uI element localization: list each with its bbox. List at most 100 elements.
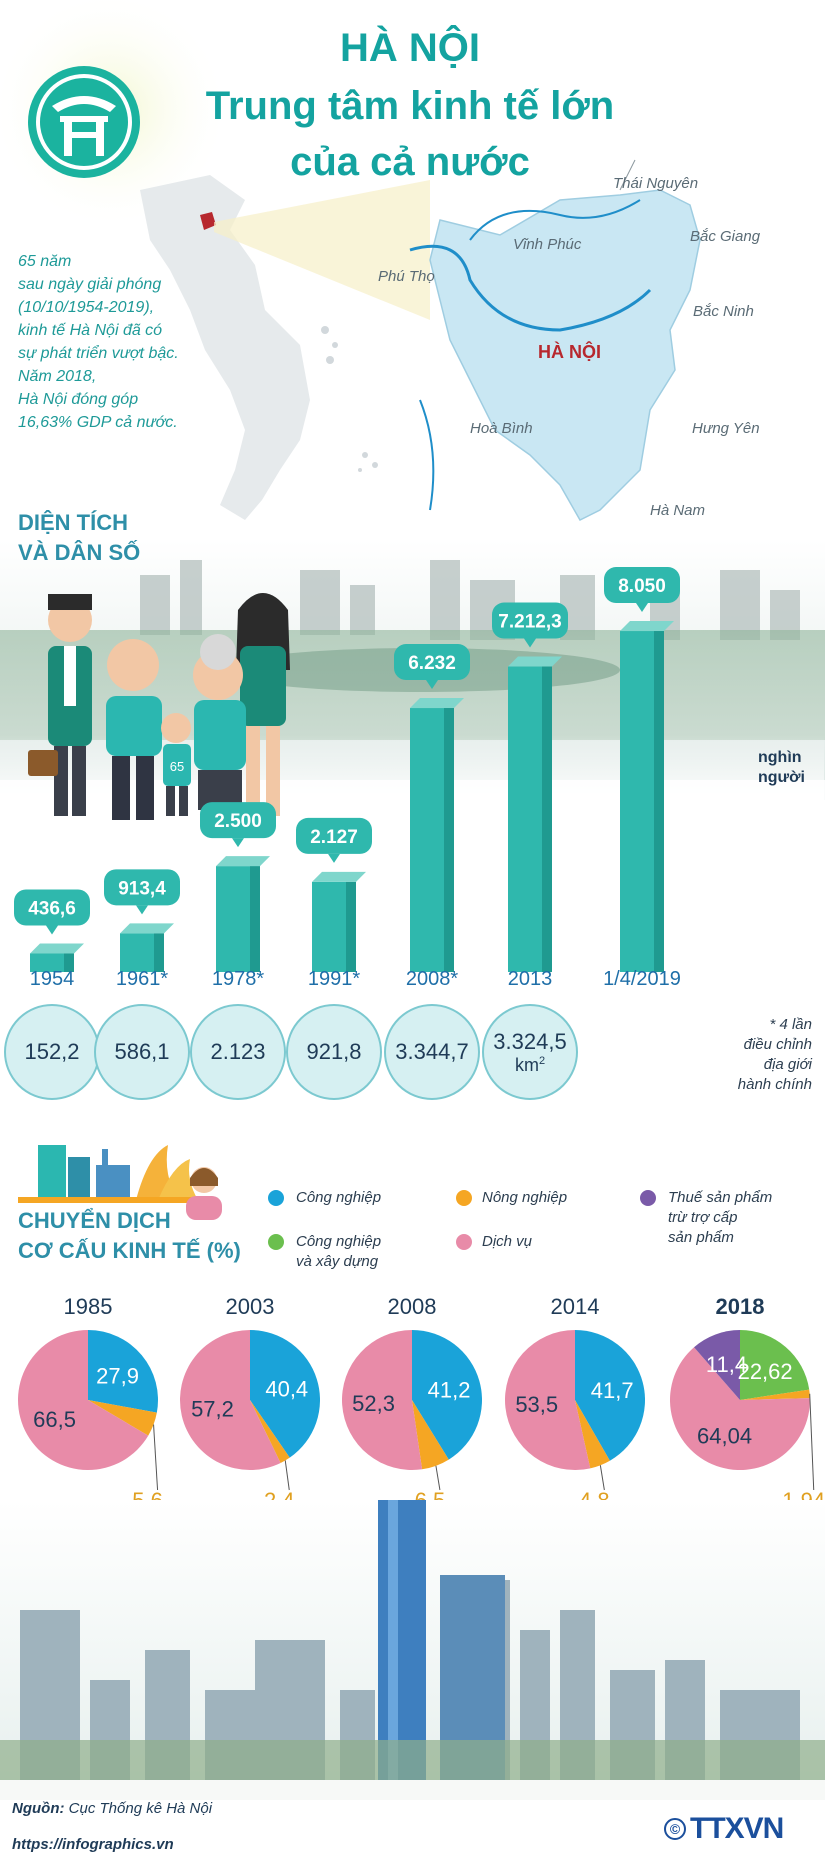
ttxvn-logo: TTXVN	[690, 1812, 784, 1845]
footnote-line: địa giới	[763, 1056, 812, 1073]
title-line-3: của cả nước	[290, 140, 530, 184]
pie-value-label: 53,5	[515, 1392, 558, 1417]
area-value: 152,2	[24, 1039, 80, 1064]
pie-year-label: 2018	[715, 1294, 765, 1319]
bar-group: 436,6	[14, 889, 90, 972]
value-label-bg	[296, 817, 372, 854]
pie: 40,4 2,4 57,2	[179, 1330, 320, 1500]
value-label-bg	[604, 567, 680, 604]
section-title-line: VÀ DÂN SỐ	[18, 540, 141, 565]
area-circle: 921,8	[286, 1004, 382, 1100]
year-label: 2008*	[405, 968, 459, 990]
pie-value-label: 11,4	[706, 1352, 747, 1377]
value-label: 913,4	[118, 878, 166, 899]
bar-shade	[250, 866, 260, 972]
map-label-hoa-binh: Hoà Bình	[470, 420, 533, 437]
pie-slice	[250, 1330, 320, 1458]
intro-line: Hà Nội đóng góp	[18, 391, 139, 408]
pie-slice	[412, 1330, 483, 1460]
pie-slice	[88, 1330, 159, 1413]
bar-group: 913,4	[104, 869, 180, 972]
map-label-ha-nam: Hà Nam	[650, 502, 706, 519]
legend-label-nong-nghiep: Nông nghiệp	[482, 1189, 568, 1206]
map-label-phu-tho: Phú Thọ	[378, 268, 435, 285]
pie-leader-line	[153, 1424, 159, 1491]
pie-slice	[694, 1330, 740, 1400]
legend-line: trừ trợ cấp	[668, 1209, 738, 1226]
intro-text: 65 năm sau ngày giải phóng (10/10/1954-2…	[18, 250, 228, 434]
bar-group: 7.212,3	[492, 602, 568, 972]
intro-line: sau ngày giải phóng	[18, 276, 162, 293]
value-label: 6.232	[408, 653, 456, 674]
intro-line: 65 năm	[18, 253, 72, 270]
legend-label-dich-vu: Dịch vụ	[482, 1233, 533, 1250]
title-line-1: HÀ NỘI	[340, 26, 480, 70]
pie-slice	[342, 1330, 423, 1470]
pie-value-label: 6,5	[415, 1488, 446, 1500]
pie-value-label: 1,94	[782, 1488, 825, 1500]
family-illustration: 65	[28, 593, 290, 820]
intro-line: kinh tế Hà Nội đã có	[18, 322, 163, 339]
year-label: 1/4/2019	[603, 968, 681, 990]
bar-top	[508, 656, 562, 667]
pie: 22,62 1,94 64,04 11,4	[670, 1330, 825, 1500]
family-badge: 65	[170, 759, 184, 774]
value-label-bg	[394, 644, 470, 681]
pie-value-label: 5,6	[132, 1488, 163, 1500]
bar-shade	[542, 666, 552, 972]
value-label-bg	[200, 802, 276, 839]
pie: 27,9 5,6 66,5	[17, 1330, 163, 1500]
pie-value-label: 52,3	[352, 1391, 395, 1416]
value-label-tip	[426, 680, 438, 690]
bar-top	[120, 923, 174, 934]
pie-slice	[740, 1330, 810, 1400]
value-label-tip	[46, 925, 58, 935]
footnote-line: * 4 lần	[769, 1016, 812, 1033]
copyright-icon: ©	[664, 1818, 686, 1840]
pie-slice	[250, 1400, 290, 1463]
source-url[interactable]: https://infographics.vn	[12, 1836, 174, 1853]
pie-leader-line	[809, 1393, 815, 1491]
vietnam-map	[140, 159, 701, 521]
legend-label-thue: Thuế sản phẩm trừ trợ cấp sản phẩm	[668, 1188, 772, 1248]
area-circle: 3.324,5 km2	[482, 1004, 578, 1100]
value-label-tip	[136, 905, 148, 915]
value-label: 8.050	[618, 576, 666, 597]
pie-slice	[412, 1400, 449, 1470]
legend-line: Thuế sản phẩm	[668, 1189, 773, 1206]
person-icon	[186, 1167, 222, 1220]
hanoi-emblem-icon	[28, 66, 140, 178]
section-economy-title: CHUYỂN DỊCH CƠ CẤU KINH TẾ (%)	[18, 1206, 241, 1266]
value-label-bg	[14, 889, 90, 926]
bar-shade	[346, 881, 356, 972]
bar-top	[216, 856, 270, 867]
pie-value-label: 64,04	[697, 1423, 752, 1448]
legend-swatch-nong-nghiep	[456, 1190, 472, 1206]
section-title-line: DIỆN TÍCH	[18, 510, 128, 535]
area-value: 3.324,5	[493, 1028, 567, 1054]
legend-line: Công nghiệp	[296, 1233, 382, 1250]
bar-top	[620, 621, 674, 632]
legend-swatch-dich-vu	[456, 1234, 472, 1250]
value-label-tip	[524, 638, 536, 648]
pie-slice	[575, 1400, 610, 1469]
area-circle: 586,1	[94, 1004, 190, 1100]
year-label: 1954	[29, 968, 75, 990]
area-value: 921,8	[306, 1039, 362, 1064]
year-label: 1991*	[307, 968, 361, 990]
population-unit: nghìn người	[758, 748, 805, 788]
map-label-hanoi: HÀ NỘI	[538, 342, 601, 362]
bar-group: 8.050	[604, 567, 680, 972]
pie-leader-line	[284, 1460, 290, 1491]
source-label: Nguồn:	[12, 1800, 65, 1817]
intro-line: (10/10/1954-2019),	[18, 299, 155, 316]
source-text: Cục Thống kê Hà Nội	[68, 1800, 213, 1817]
map-label-vinh-phuc: Vĩnh Phúc	[513, 236, 582, 253]
bar-shade	[444, 708, 454, 972]
pie-year-label: 2014	[550, 1294, 600, 1319]
value-label: 2.127	[310, 827, 358, 848]
legend-swatch-thue	[640, 1190, 656, 1206]
pie-leader-line	[435, 1465, 441, 1491]
pie-slice	[179, 1330, 281, 1470]
